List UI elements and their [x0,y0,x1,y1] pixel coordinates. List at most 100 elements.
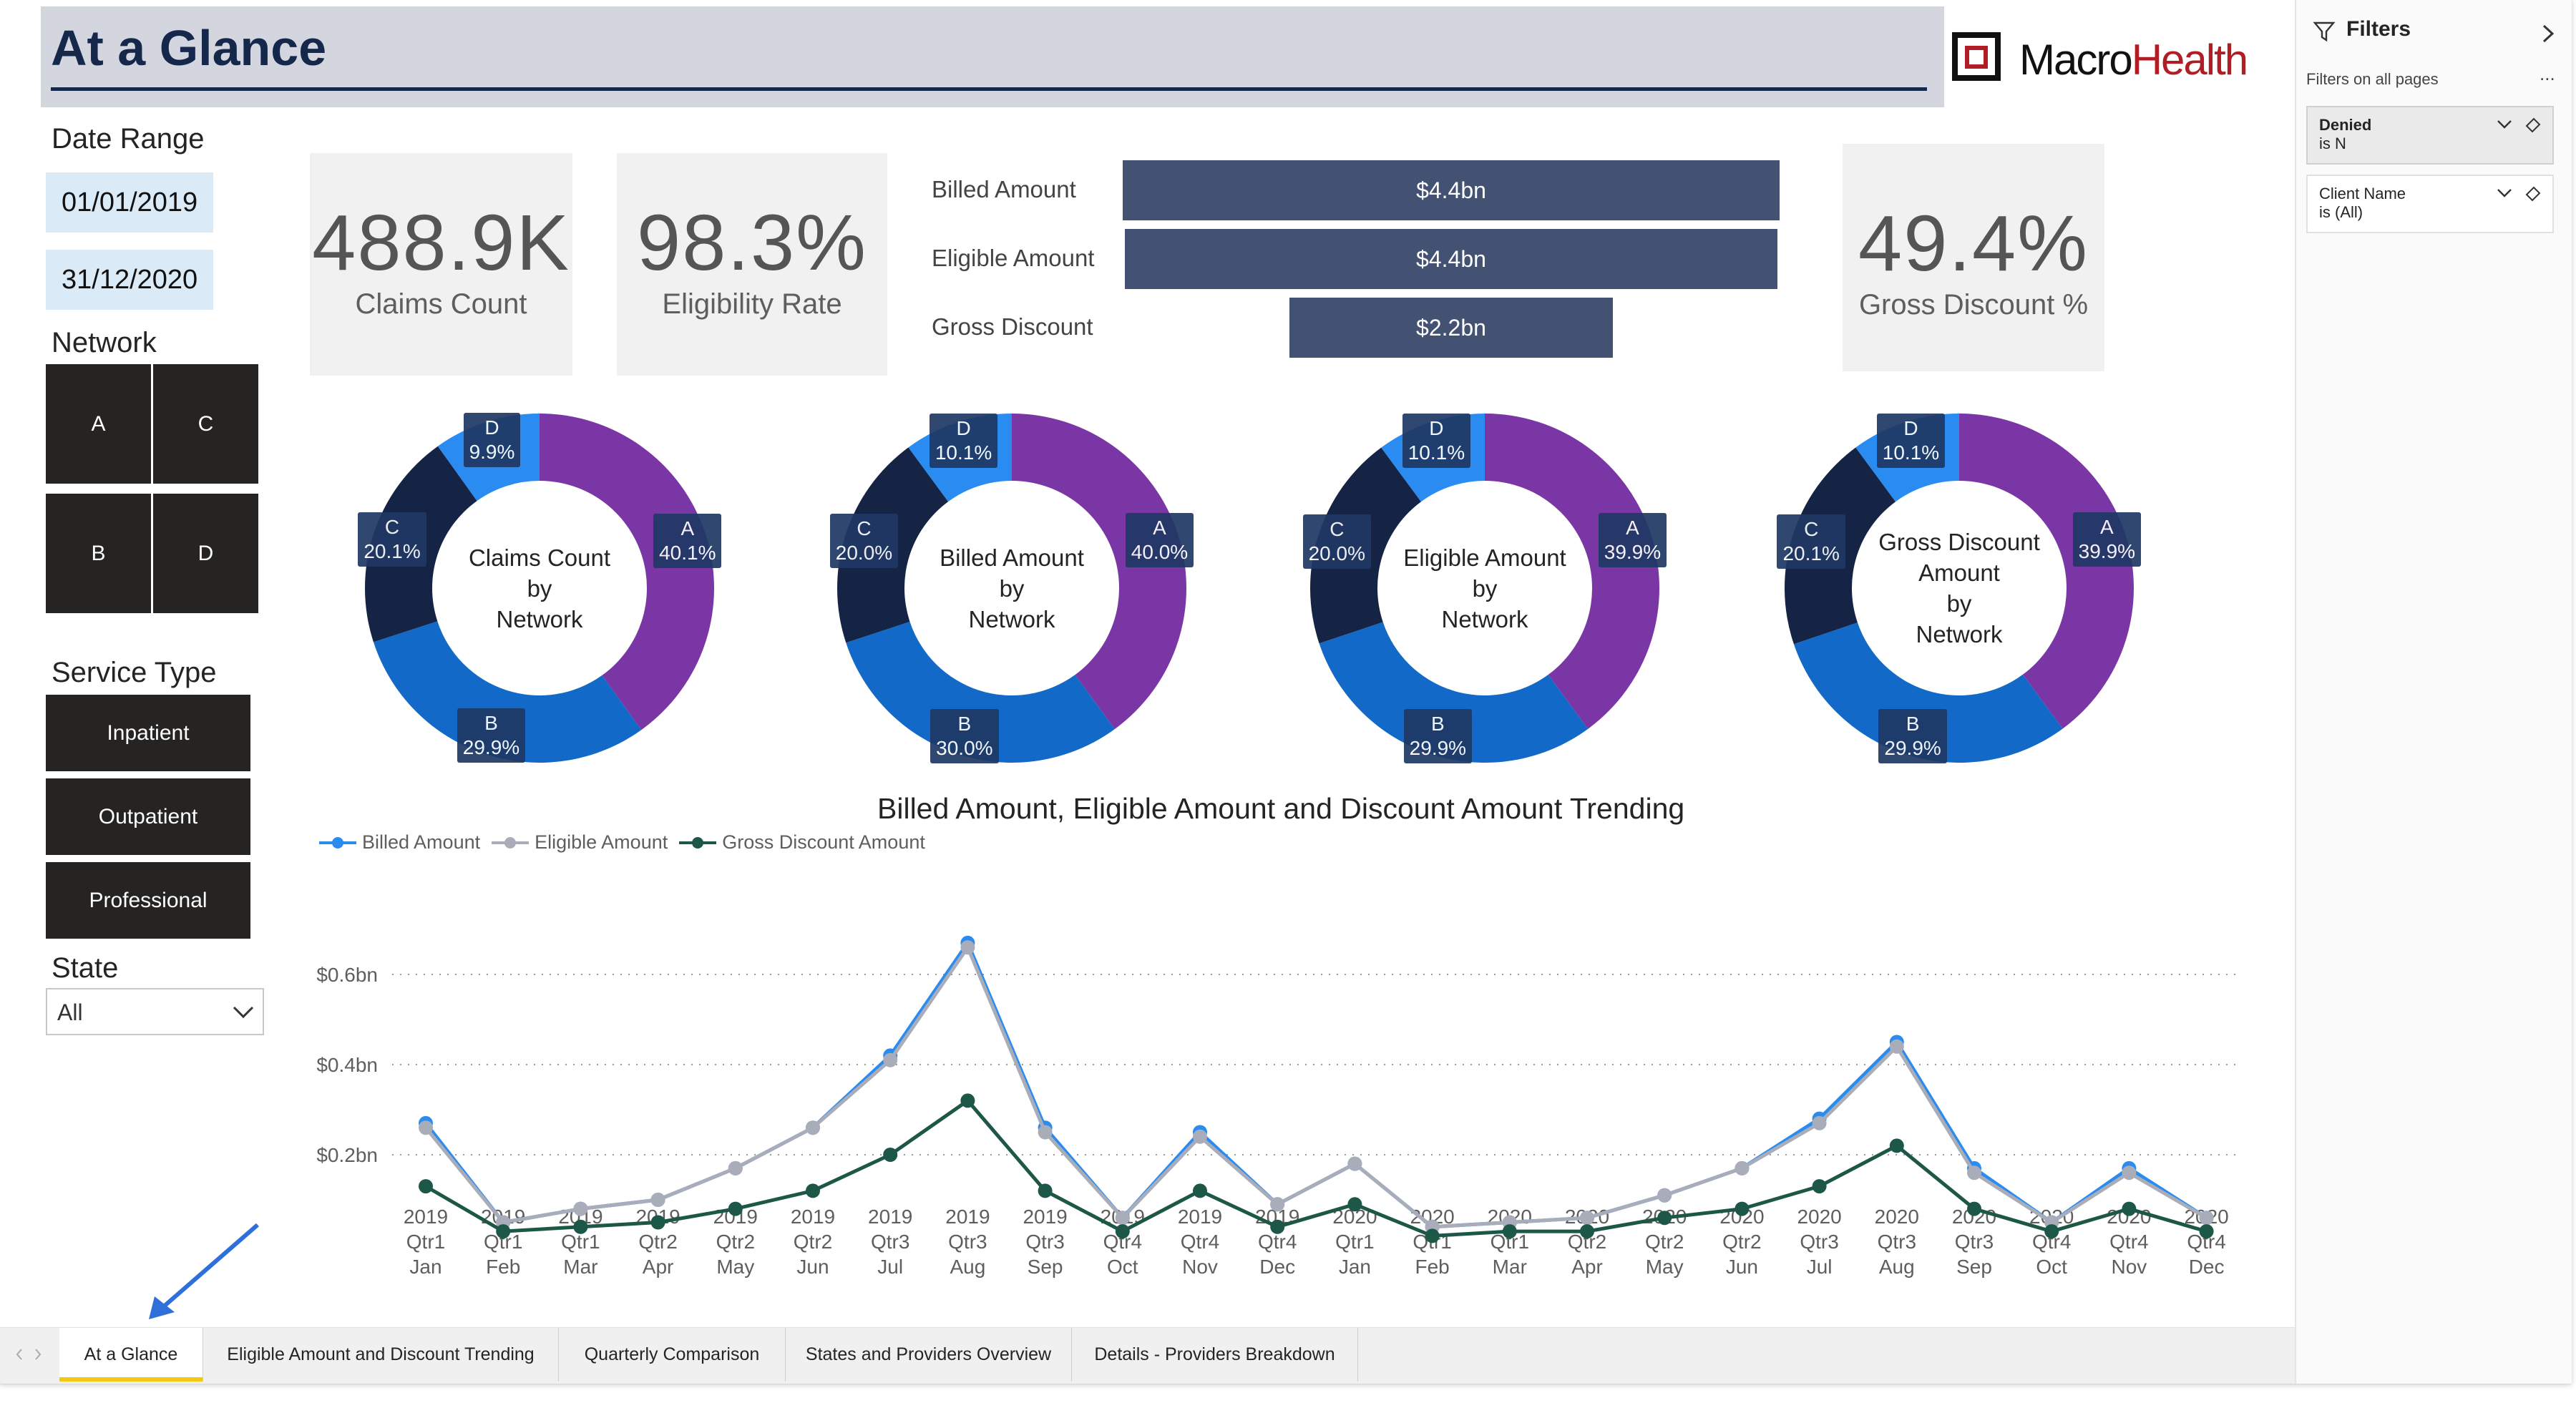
funnel-bar-eligible[interactable]: $4.4bn [1125,229,1777,289]
series-point-2[interactable] [960,940,975,955]
series-point-2[interactable] [1889,1039,1904,1054]
series-point-3[interactable] [419,1179,433,1194]
donut-slice-a[interactable] [1012,414,1186,730]
series-point-3[interactable] [2122,1201,2137,1216]
donut-slice-b[interactable] [846,621,1115,763]
series-point-3[interactable] [1425,1228,1440,1243]
tab-details-providers-breakdown[interactable]: Details - Providers Breakdown [1072,1328,1358,1382]
series-point-3[interactable] [1735,1201,1750,1216]
series-point-2[interactable] [1038,1125,1053,1140]
filter-card-client-name[interactable]: Client Name is (All) [2306,175,2554,233]
start-date-input[interactable]: 01/01/2019 [46,172,214,233]
chevron-down-icon[interactable] [2495,117,2514,132]
more-options-icon[interactable]: ... [2540,63,2555,84]
filter-denied-name: Denied [2319,116,2372,134]
series-point-3[interactable] [1038,1183,1053,1198]
network-tile-d[interactable]: D [153,494,258,613]
series-point-2[interactable] [573,1201,588,1216]
collapse-pane-icon[interactable] [2540,23,2557,44]
claims-count-card: 488.9K Claims Count [310,153,572,376]
series-point-3[interactable] [1193,1183,1207,1198]
series-point-3[interactable] [1115,1224,1130,1239]
series-point-2[interactable] [1812,1115,1827,1130]
series-point-2[interactable] [419,1120,433,1135]
series-point-3[interactable] [1657,1211,1672,1226]
series-point-2[interactable] [2199,1211,2214,1226]
network-tile-c[interactable]: C [153,364,258,484]
series-point-3[interactable] [496,1224,511,1239]
donut-label-d: D 10.1% [1876,413,1946,468]
series-point-2[interactable] [806,1120,820,1135]
chevron-down-icon[interactable] [2495,186,2514,200]
legend-item-2[interactable]: Eligible Amount [490,831,668,854]
x-tick-label: Feb [1415,1256,1449,1278]
series-point-3[interactable] [650,1215,665,1230]
logo-mark [1952,32,2001,81]
series-point-2[interactable] [1115,1211,1130,1226]
donut-label-value: 20.0% [1308,542,1366,564]
funnel-bar-billed[interactable]: $4.4bn [1123,160,1780,220]
donut-label-key: B [1431,712,1445,735]
trend-line-chart: $0.2bn $0.4bn $0.6bn 2019 Qtr1 Jan 2019 Qtr1 Feb… [316,935,2240,1278]
series-point-2[interactable] [728,1160,743,1175]
series-point-3[interactable] [1580,1224,1594,1239]
series-point-2[interactable] [1657,1188,1672,1203]
filter-card-denied[interactable]: Denied is N [2306,106,2554,165]
series-point-3[interactable] [960,1093,975,1108]
eraser-icon[interactable] [2524,183,2542,202]
series-point-2[interactable] [1193,1129,1207,1144]
series-point-3[interactable] [728,1201,743,1216]
series-point-2[interactable] [1347,1156,1362,1171]
tab-eligible-amount-trending[interactable]: Eligible Amount and Discount Trending [203,1328,559,1382]
series-point-3[interactable] [2044,1224,2059,1239]
series-point-3[interactable] [1347,1197,1362,1212]
end-date-input[interactable]: 31/12/2020 [46,250,214,310]
tab-states-providers-overview[interactable]: States and Providers Overview [786,1328,1072,1382]
series-point-2[interactable] [1967,1165,1981,1180]
donut-label-value: 9.9% [469,441,515,464]
series-point-3[interactable] [806,1183,820,1198]
y-tick-label: $0.6bn [316,964,378,986]
legend-item-1[interactable]: Billed Amount [318,831,480,854]
series-point-3[interactable] [2199,1224,2214,1239]
donut-label-key: A [1626,516,1639,539]
series-point-3[interactable] [1270,1219,1285,1234]
funnel-bar-discount[interactable]: $2.2bn [1289,298,1614,358]
state-dropdown[interactable]: All [46,988,264,1035]
donut-slice-a[interactable] [1959,414,2134,729]
network-tile-b[interactable]: B [46,494,151,613]
series-point-2[interactable] [883,1052,898,1067]
series-point-2[interactable] [2122,1165,2137,1180]
series-point-3[interactable] [1889,1138,1904,1153]
series-point-2[interactable] [1735,1160,1750,1175]
eligibility-rate-value: 98.3% [637,199,867,287]
donut-title-line: Gross Discount [1878,529,2040,555]
series-point-3[interactable] [573,1219,588,1234]
legend-item-3[interactable]: Gross Discount Amount [678,831,925,854]
donut-title-line: Network [1441,605,1528,632]
series-point-2[interactable] [650,1193,665,1207]
series-point-3[interactable] [883,1148,898,1162]
tab-quarterly-comparison[interactable]: Quarterly Comparison [559,1328,786,1382]
tab-scroll-arrows[interactable] [0,1328,57,1382]
x-tick-label: Oct [1107,1256,1138,1278]
eraser-icon[interactable] [2524,114,2542,133]
donut-slice-b[interactable] [1793,622,2063,763]
series-point-3[interactable] [1967,1201,1981,1216]
service-professional-button[interactable]: Professional [46,862,250,939]
network-tile-a[interactable]: A [46,364,151,484]
x-tick-label: May [716,1256,754,1278]
donut-slice-a[interactable] [540,414,714,730]
service-inpatient-button[interactable]: Inpatient [46,695,250,771]
tab-at-a-glance[interactable]: At a Glance [59,1328,203,1382]
donut-slice-a[interactable] [1485,414,1659,729]
series-point-3[interactable] [1812,1179,1827,1194]
donut-label-c: C 20.1% [358,512,426,567]
series-point-2[interactable] [1270,1197,1285,1212]
series-point-2[interactable] [1580,1211,1594,1226]
donut-slice-b[interactable] [373,621,642,763]
service-outpatient-button[interactable]: Outpatient [46,778,250,855]
series-point-3[interactable] [1502,1224,1517,1239]
x-tick-label: 2019 [791,1206,835,1228]
donut-slice-b[interactable] [1319,622,1589,763]
